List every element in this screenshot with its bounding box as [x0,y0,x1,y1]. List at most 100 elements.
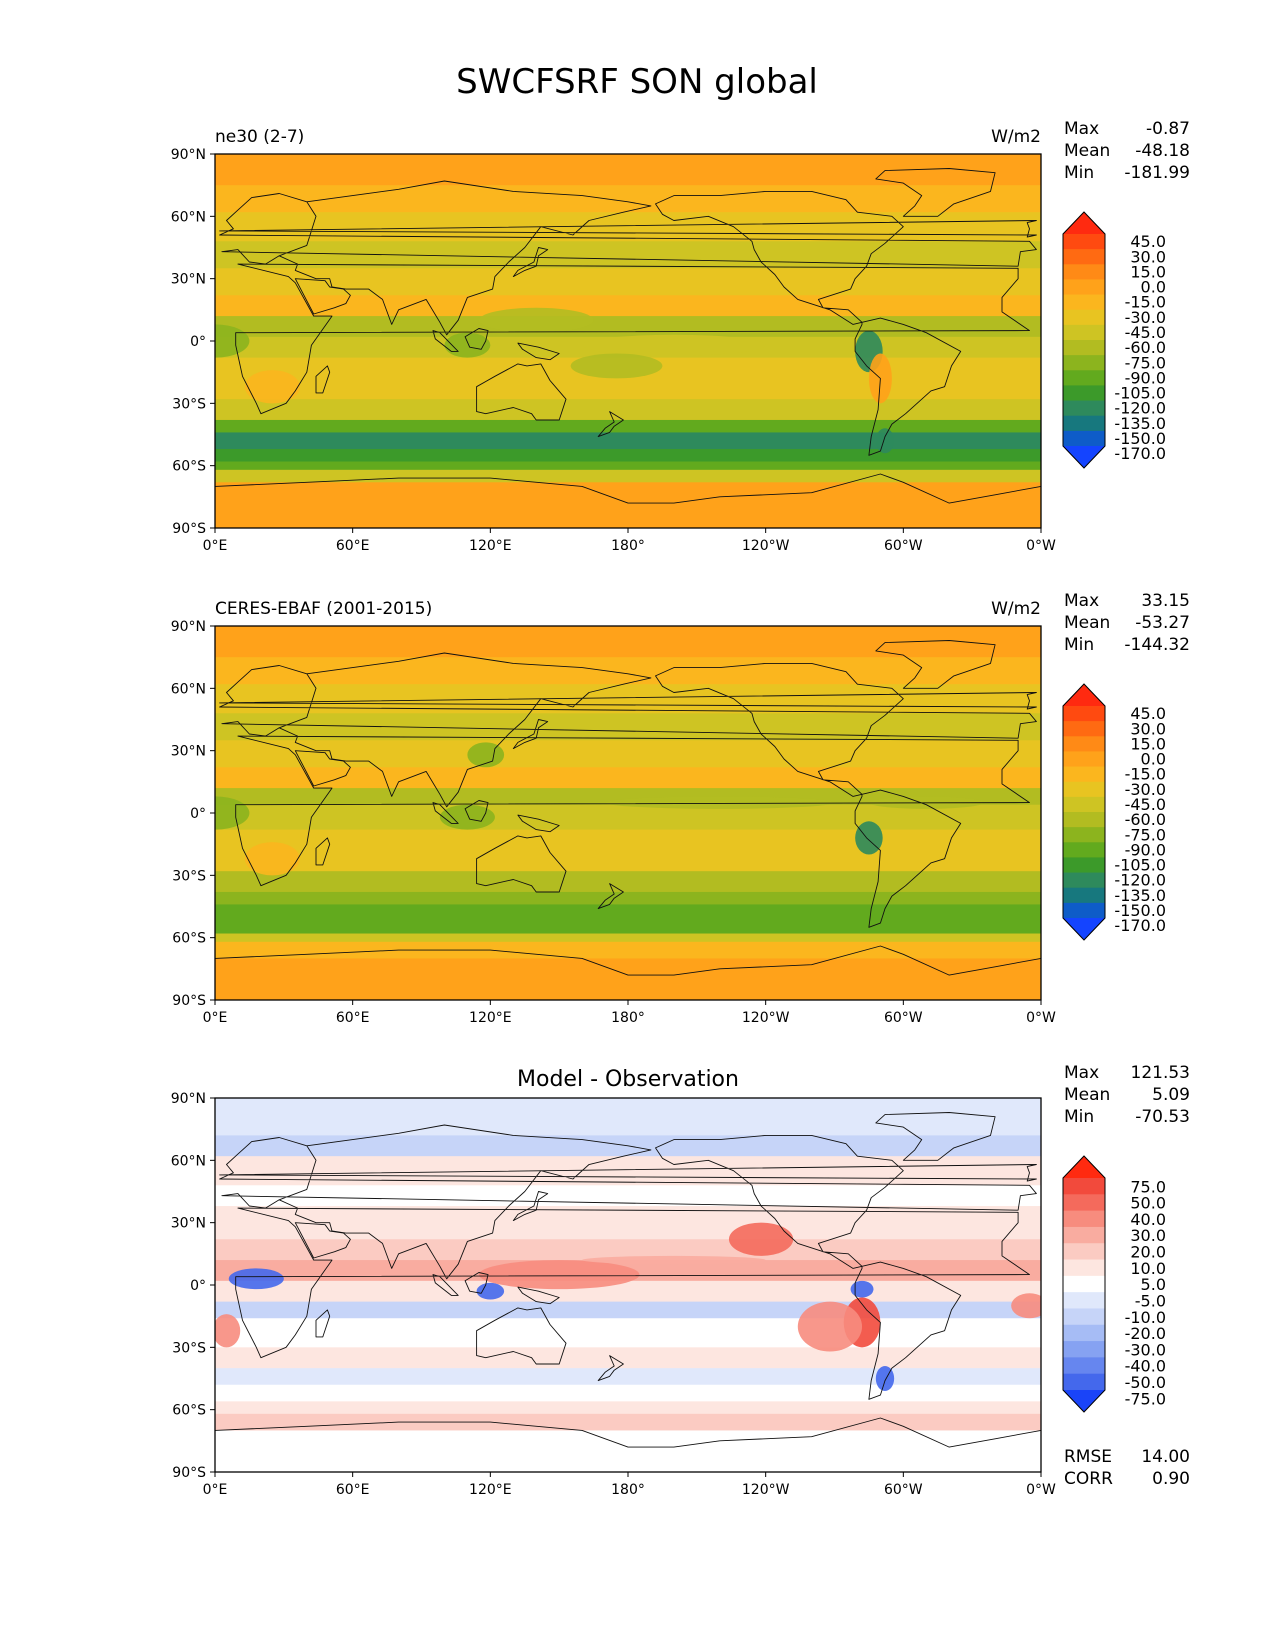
colorbar: 45.030.015.00.0-15.0-30.0-45.0-60.0-75.0… [1062,683,1166,941]
colorbar-level-label: -135.0 [1114,886,1166,905]
field-anomaly [570,353,663,379]
field-band [215,941,1041,959]
stat-name: Min [1064,1107,1094,1127]
x-tick-label: 60°E [336,1010,370,1026]
field-band [215,767,1041,789]
colorbar-swatch [1063,1178,1105,1195]
field-anomaly [850,1280,874,1298]
y-tick-label: 30°S [172,396,206,412]
stat-name: Max [1064,1063,1099,1083]
colorbar-extend-bottom [1063,446,1105,468]
colorbar-swatch [1063,1194,1105,1212]
colorbar-swatch [1063,902,1105,919]
field-band [215,185,1041,213]
field-anomaly [244,842,300,876]
coastlines [215,640,1041,1000]
stat-name: Mean [1064,613,1110,633]
colorbar-swatch [1063,1259,1105,1277]
colorbar-swatch [1063,751,1105,767]
x-tick-label: 180° [611,538,645,554]
colorbar-level-label: -15.0 [1125,293,1166,312]
colorbar-level-label: -30.0 [1125,780,1166,799]
colorbar-swatch [1063,370,1105,386]
field-band [215,1206,1041,1240]
colorbar-swatch [1063,1226,1105,1244]
panels: 0°E 60°E 120°E 180° 120°W 60°W 0°W 90°N 60°N 30°N… [171,119,1190,1498]
colorbar-level-label: -60.0 [1125,338,1166,357]
coastlines [215,168,1041,528]
y-tick-label: 60°S [172,459,206,475]
colorbar-swatch [1063,279,1105,295]
figure-title: SWCFSRF SON global [456,62,818,102]
colorbar: 45.030.015.00.0-15.0-30.0-45.0-60.0-75.0… [1062,211,1166,469]
field-band [215,1185,1041,1207]
y-tick-label: 90°S [172,521,206,537]
colorbar-swatch [1063,294,1105,311]
colorbar-extend-bottom [1063,1390,1105,1412]
colorbar-level-label: -75.0 [1125,1389,1166,1408]
field-band [215,1301,1041,1319]
map-field-1 [215,154,1041,528]
colorbar-swatch [1063,355,1105,371]
field-band [215,958,1041,1000]
colorbar-level-label: 0.0 [1141,278,1166,297]
colorbar-level-label: 15.0 [1130,262,1166,281]
colorbar-swatch [1063,1292,1105,1309]
y-tick-label: 90°S [172,1465,206,1481]
stat-name: Mean [1064,1085,1110,1105]
colorbar-swatch [1063,887,1105,904]
stat-name: Max [1064,591,1099,611]
stat-name: Min [1064,163,1094,183]
field-anomaly [478,307,594,333]
colorbar-swatch [1063,721,1105,737]
colorbar-swatch [1063,872,1105,889]
colorbar-level-label: -20.0 [1125,1324,1166,1343]
panel-2: 0°E 60°E 120°E 180° 120°W 60°W 0°W 90°N 60°N 30°N… [171,591,1190,1026]
map-field-3 [215,1098,1041,1472]
colorbar-level-label: -150.0 [1114,901,1166,920]
colorbar-level-label: -15.0 [1125,765,1166,784]
field-band [215,904,1041,935]
y-tick-label: 30°N [171,1216,206,1232]
colorbar-level-label: -50.0 [1125,1373,1166,1392]
colorbar-swatch [1063,1357,1105,1375]
y-tick-label: 90°N [171,1091,206,1107]
colorbar-swatch [1063,812,1105,828]
colorbar-level-label: -90.0 [1125,368,1166,387]
panel-1: 0°E 60°E 120°E 180° 120°W 60°W 0°W 90°N 60°N 30°N… [171,119,1190,554]
stat-value: -53.27 [1135,613,1190,633]
colorbar-swatch [1063,1341,1105,1358]
stat-name: Mean [1064,141,1110,161]
field-band [215,482,1041,528]
x-tick-label: 0°E [203,1010,228,1026]
stat-value: -181.99 [1124,163,1190,183]
colorbar-swatch [1063,264,1105,280]
field-band [215,829,1041,872]
colorbar-level-label: 0.0 [1141,750,1166,769]
field-band [215,1384,1041,1402]
stat-name: Max [1064,119,1099,139]
stat-value: -48.18 [1135,141,1190,161]
colorbar-swatch [1063,1324,1105,1342]
stat-name: Min [1064,635,1094,655]
field-band [215,657,1041,685]
x-tick-label: 120°W [742,1482,790,1498]
colorbar-level-label: 5.0 [1141,1275,1166,1294]
colorbar-extend-bottom [1063,918,1105,940]
y-tick-label: 30°N [171,744,206,760]
field-anomaly [797,1301,863,1352]
colorbar-swatch [1063,766,1105,783]
colorbar-swatch [1063,249,1105,265]
field-band [215,295,1041,317]
y-tick-label: 0° [190,806,206,822]
x-tick-label: 180° [611,1482,645,1498]
colorbar-level-label: -105.0 [1114,856,1166,875]
colorbar-level-label: -90.0 [1125,840,1166,859]
colorbar-level-label: 15.0 [1130,734,1166,753]
units-label: W/m2 [991,127,1041,147]
colorbar-swatch [1063,1243,1105,1260]
panel-title: CERES-EBAF (2001-2015) [215,599,432,619]
y-tick-label: 60°N [171,681,206,697]
field-band [215,1368,1041,1386]
colorbar-level-label: -30.0 [1125,308,1166,327]
